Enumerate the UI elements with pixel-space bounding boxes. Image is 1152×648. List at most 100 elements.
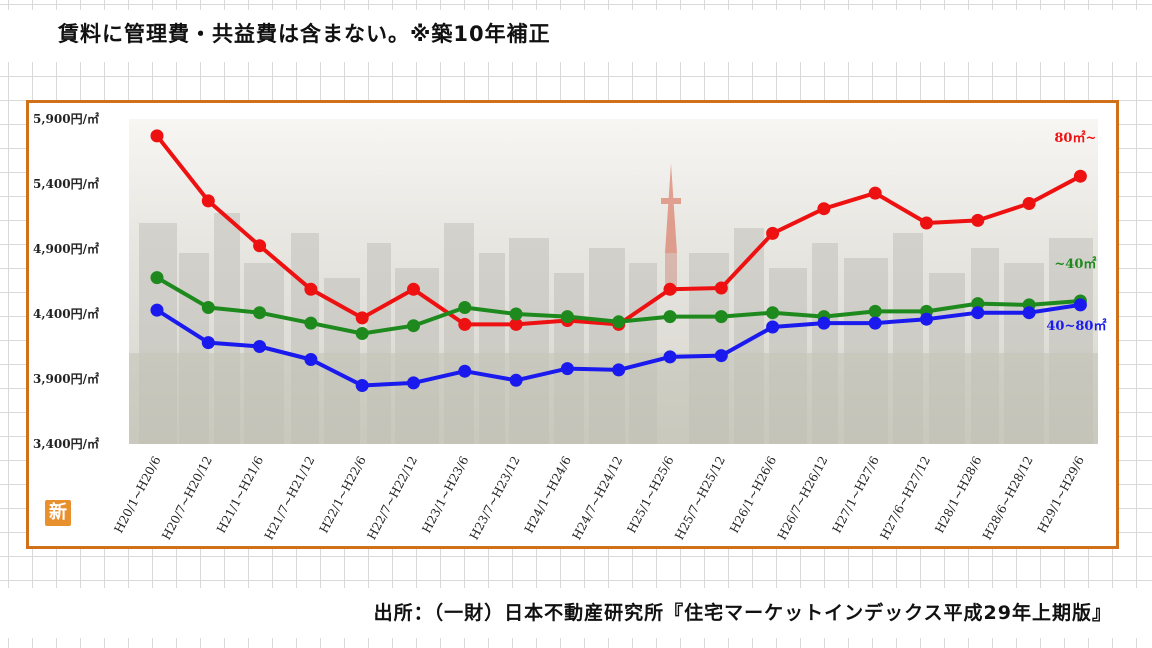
- skyline-building: [244, 263, 284, 444]
- data-point: [560, 310, 574, 324]
- skyline-building: [769, 268, 807, 444]
- y-tick-label: 4,400円/㎡: [33, 306, 99, 321]
- rent-trend-line-chart: 3,400円/㎡ 3,900円/㎡ 4,400円/㎡ 4,900円/㎡ 5,400円/㎡…: [33, 111, 1106, 542]
- data-point: [817, 202, 831, 216]
- data-point: [714, 349, 728, 363]
- data-point: [1022, 306, 1036, 320]
- data-point: [304, 353, 318, 366]
- x-tick-label: H27/6~H27/12: [877, 454, 933, 542]
- skyline-building: [291, 233, 319, 444]
- data-point: [714, 281, 728, 295]
- data-point: [150, 303, 164, 317]
- data-point: [766, 306, 780, 320]
- data-point: [868, 304, 882, 318]
- data-point: [920, 312, 933, 326]
- data-point: [663, 310, 677, 324]
- skyline-building: [844, 258, 888, 444]
- x-tick-label: H26/7~H26/12: [775, 454, 831, 542]
- data-point: [458, 317, 472, 331]
- series-name-label: ~40㎡: [1054, 256, 1096, 272]
- data-point: [150, 129, 164, 143]
- skyline-building: [893, 233, 923, 444]
- series-layer: [150, 129, 1087, 392]
- x-tick-label: H25/1~H25/6: [624, 454, 676, 536]
- skyline-building: [929, 273, 965, 444]
- skyline-building: [214, 213, 240, 444]
- data-point: [817, 316, 831, 330]
- x-tick-label: H22/1~H22/6: [317, 454, 369, 536]
- data-point: [253, 340, 267, 353]
- data-point: [253, 306, 267, 320]
- data-point: [407, 319, 420, 333]
- x-tick-label: H21/7~H21/12: [262, 454, 318, 542]
- skyline-building: [629, 263, 657, 444]
- data-point: [355, 311, 369, 325]
- skyline-building: [554, 273, 584, 444]
- header-note-bar: 賃料に管理費・共益費は含まない。※築10年補正: [0, 10, 1152, 62]
- x-tick-label: H24/7~H24/12: [570, 454, 626, 542]
- data-point: [458, 364, 472, 378]
- new-badge-icon: 新: [45, 500, 71, 526]
- x-tick-label: H21/1~H21/6: [214, 454, 266, 536]
- x-tick-label: H28/6~H28/12: [980, 454, 1036, 542]
- skyline-building: [812, 243, 838, 444]
- y-axis-ticks: 3,400円/㎡ 3,900円/㎡ 4,400円/㎡ 4,900円/㎡ 5,400円/㎡…: [33, 111, 99, 451]
- data-point: [150, 271, 164, 285]
- skyline-building: [971, 248, 999, 444]
- series-name-label: 40~80㎡: [1046, 318, 1106, 334]
- data-point: [612, 315, 626, 329]
- x-tick-label: H26/1~H26/6: [727, 454, 779, 536]
- x-tick-label: H23/1~H23/6: [419, 454, 471, 536]
- data-point: [407, 282, 420, 296]
- source-footer: 出所：（一財）日本不動産研究所『住宅マーケットインデックス平成29年上期版』: [0, 588, 1152, 638]
- city-skyline-backdrop: [129, 213, 1098, 444]
- y-tick-label: 5,900円/㎡: [33, 111, 99, 126]
- data-point: [612, 363, 626, 377]
- data-point: [663, 350, 677, 364]
- x-tick-label: H20/7~H20/12: [159, 454, 215, 542]
- data-point: [304, 316, 318, 330]
- x-tick-label: H23/7~H23/12: [467, 454, 523, 542]
- tokyo-tower-silhouette: [661, 163, 681, 293]
- skyline-building: [179, 253, 209, 444]
- data-point: [458, 301, 472, 314]
- series-labels: 80㎡~ ~40㎡ 40~80㎡: [1046, 130, 1106, 334]
- data-point: [971, 213, 985, 227]
- data-point: [509, 317, 523, 331]
- data-point: [971, 306, 985, 320]
- skyline-building: [444, 223, 474, 444]
- source-citation: 出所：（一財）日本不動産研究所『住宅マーケットインデックス平成29年上期版』: [373, 602, 1112, 624]
- x-tick-label: H27/1~H27/6: [830, 454, 882, 536]
- data-point: [253, 239, 267, 253]
- data-point: [868, 316, 882, 330]
- data-point: [201, 336, 215, 350]
- data-point: [509, 307, 523, 321]
- data-point: [920, 216, 933, 230]
- skyline-building: [1049, 238, 1093, 444]
- data-point: [766, 320, 780, 334]
- data-point: [663, 282, 677, 296]
- skyline-building: [509, 238, 549, 444]
- x-tick-label: H24/1~H24/6: [522, 454, 574, 536]
- data-point: [868, 186, 882, 200]
- data-point: [714, 310, 728, 324]
- skyline-building: [479, 253, 505, 444]
- x-tick-label: H29/1~H29/6: [1035, 454, 1087, 536]
- y-tick-label: 3,400円/㎡: [33, 436, 99, 451]
- skyline-building: [139, 223, 177, 444]
- skyline-building: [367, 243, 391, 444]
- y-tick-label: 4,900円/㎡: [33, 241, 99, 256]
- data-point: [560, 362, 574, 376]
- data-point: [201, 194, 215, 208]
- data-point: [1022, 197, 1036, 210]
- x-tick-label: H28/1~H28/6: [932, 454, 984, 536]
- series-name-label: 80㎡~: [1054, 130, 1096, 146]
- data-point: [304, 282, 318, 296]
- header-note: 賃料に管理費・共益費は含まない。※築10年補正: [58, 22, 551, 46]
- data-point: [971, 297, 985, 311]
- plot-area-background: [129, 119, 1098, 444]
- data-point: [355, 379, 369, 392]
- x-tick-label: H20/1~H20/6: [111, 454, 163, 536]
- data-point: [201, 301, 215, 314]
